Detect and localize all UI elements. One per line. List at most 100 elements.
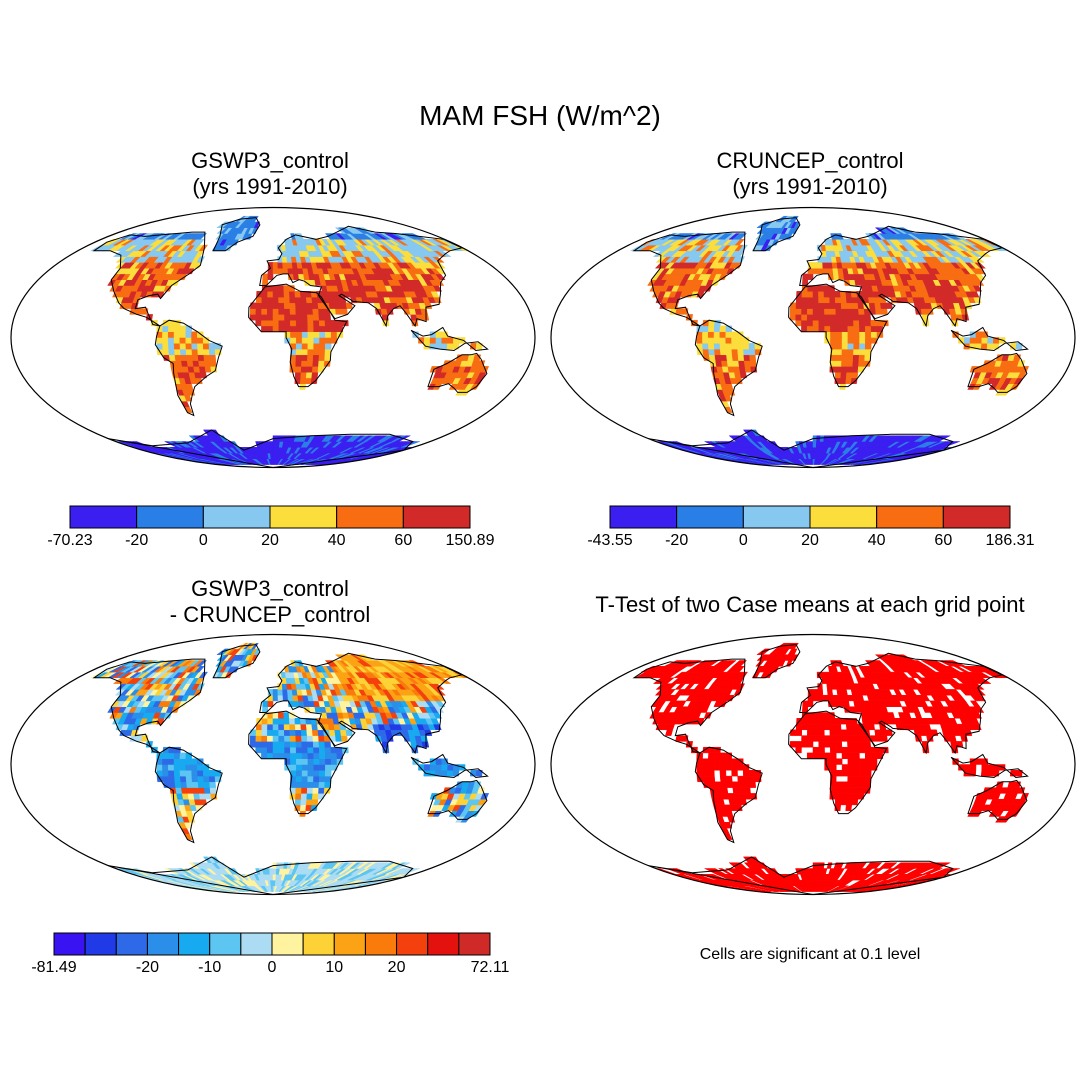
colorbar-swatch — [146, 932, 180, 956]
colorbar-swatch — [676, 505, 744, 529]
panel-title-line: T-Test of two Case means at each grid po… — [595, 592, 1025, 617]
coastline-samerica — [694, 746, 763, 844]
panel-title-line: CRUNCEP_control — [716, 148, 904, 173]
colorbar-label: -20 — [125, 532, 149, 549]
coastline-samerica — [154, 746, 223, 844]
map-ttest — [550, 633, 1076, 896]
colorbar-label: 20 — [261, 532, 279, 549]
colorbar-diff: -81.49 -20 -10 0 10 20 72.11 — [31, 932, 509, 982]
colorbar-label: 60 — [934, 532, 953, 549]
map-cruncep — [550, 206, 1076, 469]
map-cells — [634, 642, 1030, 892]
panel-title-ttest: T-Test of two Case means at each grid po… — [550, 592, 1070, 618]
coastline-namerica — [92, 231, 206, 327]
colorbar-swatch — [202, 505, 271, 529]
coastline-africa — [248, 283, 348, 388]
colorbar-label: 0 — [198, 532, 208, 549]
coastline-namerica — [632, 658, 746, 754]
colorbar-swatch — [942, 505, 1011, 529]
map-cells — [630, 215, 1030, 465]
colorbar-swatch — [333, 932, 366, 956]
colorbar-swatch — [53, 932, 86, 956]
map-outline — [10, 633, 536, 896]
coastline-africa — [248, 710, 348, 815]
colorbar-label: 40 — [867, 532, 886, 549]
map-outline — [550, 633, 1076, 896]
panel-title-cruncep: CRUNCEP_control (yrs 1991-2010) — [610, 148, 1010, 200]
coastline-africa — [788, 283, 888, 388]
colorbar-swatches — [53, 932, 491, 956]
colorbar-label: -10 — [198, 959, 222, 976]
colorbar-label: -81.49 — [31, 959, 77, 976]
colorbar-swatch — [209, 932, 242, 956]
colorbar-label: 72.11 — [470, 959, 510, 976]
panel-title-line: GSWP3_control — [191, 576, 349, 601]
colorbar-swatch — [178, 932, 211, 956]
coastline-australia — [967, 352, 1028, 393]
coastline-greenland — [752, 217, 801, 252]
colorbar-swatch — [402, 505, 471, 529]
coastline-africa — [788, 710, 888, 815]
colorbar-swatch — [396, 932, 429, 956]
colorbar-swatch — [336, 505, 404, 529]
colorbar-label: -70.23 — [47, 532, 93, 549]
coastline-eurasia — [259, 225, 464, 328]
coastline-australia — [427, 779, 488, 820]
main-title: MAM FSH (W/m^2) — [419, 100, 661, 131]
colorbar-swatch — [69, 505, 138, 529]
colorbar-label: 20 — [387, 959, 406, 976]
colorbar-swatches — [609, 505, 1011, 529]
map-outline — [550, 206, 1076, 469]
coastline-samerica — [154, 319, 223, 417]
coastlines — [92, 644, 489, 895]
colorbar-swatch — [115, 932, 148, 956]
colorbar-label: 20 — [801, 532, 819, 549]
colorbar-swatches — [69, 505, 471, 529]
coastline-indonesia — [410, 326, 489, 352]
coastline-namerica — [92, 658, 206, 754]
coastline-indonesia — [950, 326, 1029, 352]
colorbar-swatch — [240, 932, 273, 956]
colorbar-swatch — [269, 505, 338, 529]
colorbar-swatch — [136, 505, 204, 529]
colorbar-cruncep: -43.55 -20 0 20 40 60 186.31 — [587, 505, 1034, 555]
colorbar-label: 0 — [738, 532, 748, 549]
panel-title-gswp3: GSWP3_control (yrs 1991-2010) — [70, 148, 470, 200]
colorbar-gswp3: -70.23 -20 0 20 40 60 150.89 — [47, 505, 494, 555]
coastline-indonesia — [950, 753, 1029, 779]
colorbar-swatch — [302, 932, 335, 956]
colorbar-label: 10 — [325, 959, 344, 976]
panel-title-line: - CRUNCEP_control — [169, 602, 371, 627]
colorbar-swatch — [609, 505, 678, 529]
coastline-eurasia — [799, 652, 1004, 755]
colorbar-swatch — [84, 932, 117, 956]
panel-title-line: GSWP3_control — [191, 148, 349, 173]
panel-title-line: (yrs 1991-2010) — [732, 174, 888, 199]
colorbar-label: -20 — [665, 532, 689, 549]
coastline-australia — [967, 779, 1028, 820]
coastline-greenland — [752, 644, 801, 679]
coastline-greenland — [212, 644, 261, 679]
map-diff — [10, 633, 536, 896]
panel-title-line: (yrs 1991-2010) — [192, 174, 348, 199]
colorbar-swatch — [742, 505, 811, 529]
colorbar-swatch — [876, 505, 944, 529]
colorbar-label: 186.31 — [985, 532, 1035, 549]
colorbar-label: 40 — [327, 532, 346, 549]
colorbar-swatch — [427, 932, 460, 956]
coastline-eurasia — [799, 225, 1004, 328]
map-outline — [10, 206, 536, 469]
coastline-samerica — [694, 319, 763, 417]
coastline-australia — [427, 352, 488, 393]
colorbar-label: -43.55 — [587, 532, 633, 549]
coastline-greenland — [212, 217, 261, 252]
panel-title-diff: GSWP3_control - CRUNCEP_control — [70, 576, 470, 628]
colorbar-swatch — [809, 505, 878, 529]
map-cells — [90, 642, 490, 892]
map-gswp3 — [10, 206, 536, 469]
colorbar-swatch — [271, 932, 304, 956]
coastline-namerica — [632, 231, 746, 327]
colorbar-swatch — [458, 932, 491, 956]
colorbar-label: 0 — [267, 959, 277, 976]
map-cells — [90, 215, 490, 465]
